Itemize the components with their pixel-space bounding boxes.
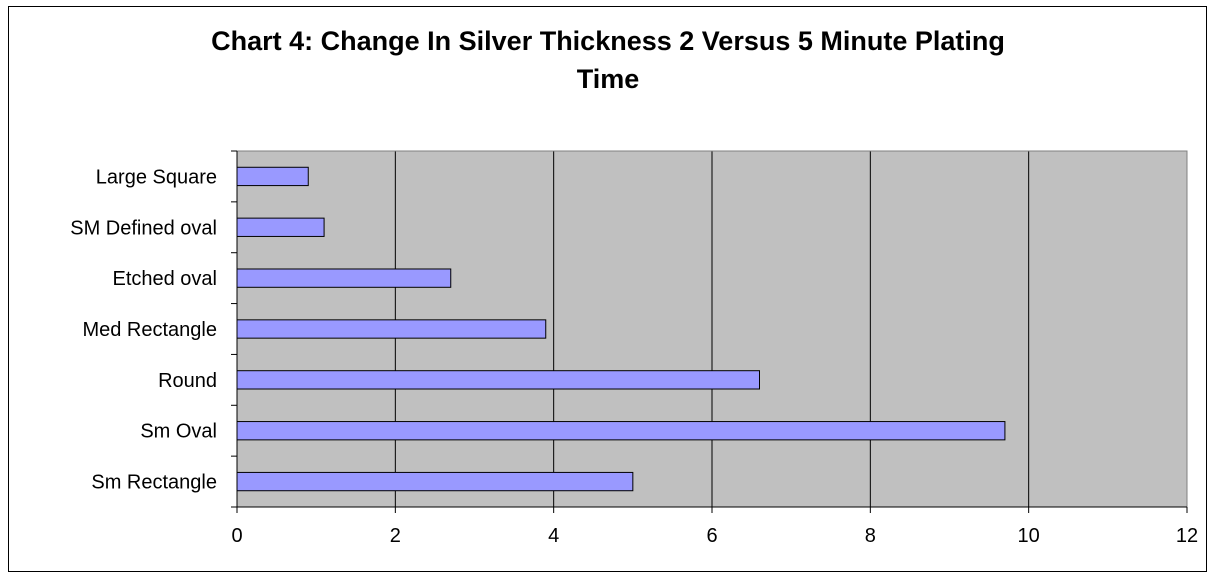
x-tick-label-1: 2 bbox=[390, 525, 401, 547]
chart-title-line-1: Chart 4: Change In Silver Thickness 2 Ve… bbox=[211, 26, 1005, 56]
bar-5 bbox=[236, 421, 1006, 441]
bar-6 bbox=[236, 471, 634, 492]
y-category-label-1: SM Defined oval bbox=[70, 217, 217, 239]
y-category-label-0: Large Square bbox=[96, 166, 217, 188]
bar-0 bbox=[236, 166, 309, 187]
y-category-label-5: Sm Oval bbox=[140, 421, 217, 443]
bar-4 bbox=[236, 370, 760, 390]
y-category-label-6: Sm Rectangle bbox=[91, 472, 217, 494]
chart-title: Chart 4: Change In Silver Thickness 2 Ve… bbox=[0, 22, 1216, 98]
y-category-label-2: Etched oval bbox=[112, 268, 217, 290]
x-tick-label-2: 4 bbox=[548, 525, 559, 547]
y-category-label-4: Round bbox=[158, 370, 217, 392]
x-tick-label-5: 10 bbox=[1018, 525, 1040, 547]
bar-2 bbox=[236, 268, 452, 288]
x-tick-label-3: 6 bbox=[706, 525, 717, 547]
x-tick-label-0: 0 bbox=[231, 525, 242, 547]
chart-title-line-2: Time bbox=[576, 64, 640, 94]
x-tick-label-6: 12 bbox=[1176, 525, 1198, 547]
x-tick-label-4: 8 bbox=[865, 525, 876, 547]
bar-1 bbox=[236, 217, 325, 237]
y-category-label-3: Med Rectangle bbox=[82, 319, 217, 341]
bar-3 bbox=[236, 319, 547, 339]
